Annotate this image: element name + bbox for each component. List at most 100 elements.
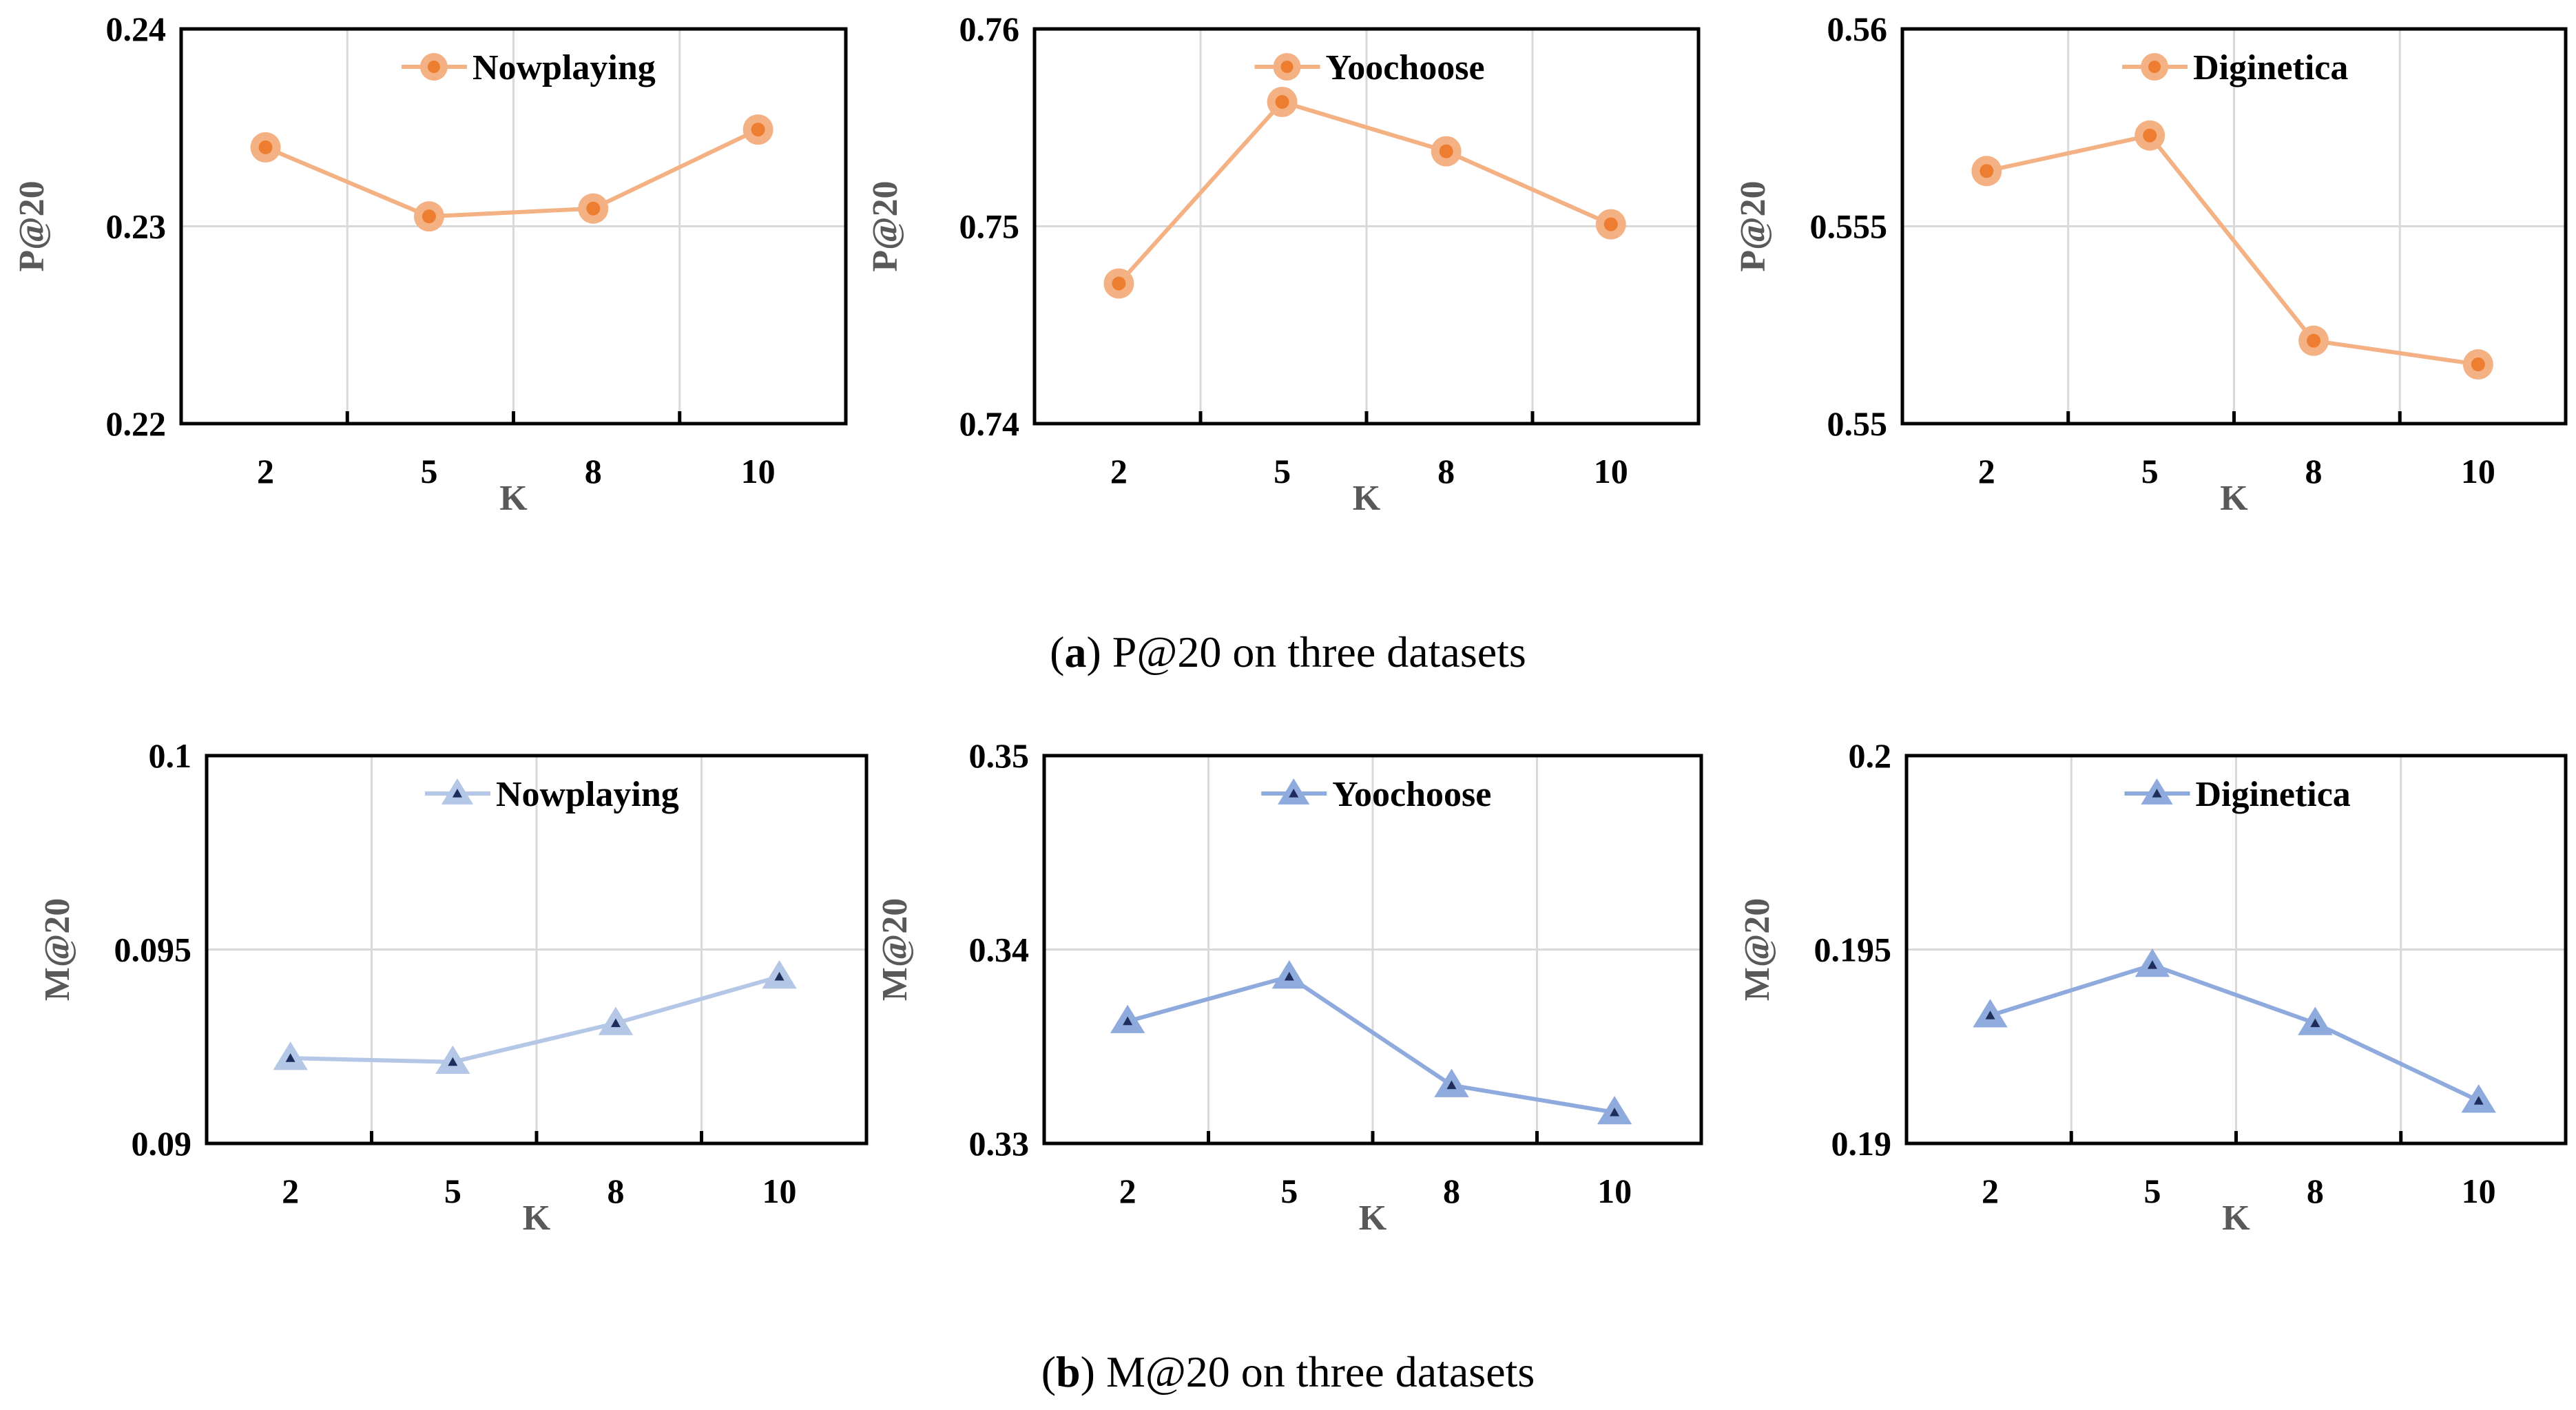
chart-a-diginetica: 0.55 0.555 0.56 2 5 8 10 K P@20 Diginetica: [1734, 10, 2568, 518]
y-tick-label: 0.55: [1827, 404, 1888, 443]
data-point-center: [422, 209, 436, 224]
y-axis-title: P@20: [866, 180, 905, 271]
legend: Diginetica: [2122, 48, 2348, 87]
data-point-center: [2473, 1096, 2484, 1105]
x-tick-label: 5: [1280, 1172, 1298, 1210]
data-point-center: [1980, 164, 1994, 178]
x-tick-label: 8: [1437, 452, 1455, 490]
data-point-center: [285, 1053, 295, 1062]
y-tick-label: 0.33: [969, 1124, 1030, 1163]
y-tick-label: 0.76: [959, 10, 1020, 48]
legend-label: Yoochoose: [1332, 775, 1491, 814]
y-axis-title: M@20: [38, 898, 77, 1001]
legend: Nowplaying: [424, 775, 679, 814]
data-point-center: [1439, 144, 1453, 158]
legend-marker-center: [2148, 61, 2161, 73]
data-point-center: [448, 1057, 458, 1066]
x-tick-label: 10: [1594, 452, 1628, 490]
x-tick-label: 2: [1110, 452, 1128, 490]
y-tick-label: 0.19: [1831, 1124, 1892, 1163]
y-tick-label: 0.095: [114, 931, 192, 969]
chart-b-nowplaying: 0.09 0.095 0.1 2 5 8 10 K M@20 Nowplaying: [38, 736, 869, 1238]
x-tick-label: 10: [1597, 1172, 1632, 1210]
x-tick-label: 5: [2141, 452, 2159, 490]
series-line: [1117, 99, 1612, 285]
x-axis-title: K: [499, 479, 528, 518]
x-tick-label: 8: [1443, 1172, 1460, 1210]
x-tick-label: 10: [762, 1172, 797, 1210]
y-tick-label: 0.555: [1810, 207, 1888, 246]
x-tick-label: 2: [257, 452, 274, 490]
data-point-center: [2471, 357, 2485, 372]
x-axis-title: K: [2222, 1199, 2250, 1238]
x-tick-label: 10: [741, 452, 776, 490]
y-tick-label: 0.2: [1849, 736, 1892, 775]
data-point-center: [2147, 960, 2157, 969]
chart-b-diginetica: 0.19 0.195 0.2 2 5 8 10 K M@20 Diginetica: [1738, 736, 2568, 1238]
legend-marker-center: [427, 61, 440, 73]
data-point-center: [1275, 95, 1289, 110]
chart-a-yoochoose: 0.74 0.75 0.76 2 5 8 10 K P@20 Yoochoose: [866, 10, 1701, 518]
caption-a: (a) P@20 on three datasets: [1050, 628, 1526, 676]
series-line: [1986, 133, 2479, 367]
legend-marker-center: [452, 789, 462, 798]
legend: Nowplaying: [401, 48, 656, 87]
caption-a-letter: a: [1064, 628, 1086, 676]
data-point-center: [751, 123, 765, 137]
y-axis-title: P@20: [12, 180, 52, 271]
x-tick-label: 2: [1119, 1172, 1136, 1210]
data-point-center: [1610, 1107, 1620, 1117]
y-axis-title: P@20: [1734, 180, 1773, 271]
y-axis-title: M@20: [1738, 898, 1777, 1001]
x-tick-label: 8: [585, 452, 602, 490]
y-tick-label: 0.74: [959, 404, 1020, 443]
legend-label: Nowplaying: [496, 775, 679, 814]
data-point-center: [1603, 217, 1618, 231]
caption-a-text: P@20 on three datasets: [1112, 628, 1526, 676]
x-axis-title: K: [1359, 1199, 1387, 1238]
x-tick-label: 8: [2307, 1172, 2324, 1210]
data-point-center: [2310, 1018, 2320, 1028]
x-tick-label: 2: [1982, 1172, 1999, 1210]
y-tick-label: 0.195: [1814, 931, 1892, 969]
series-line: [1127, 974, 1615, 1114]
data-point-center: [258, 140, 273, 154]
series-line: [290, 975, 780, 1064]
x-tick-label: 10: [2461, 452, 2495, 490]
y-tick-label: 0.22: [106, 404, 167, 443]
data-point-center: [2143, 128, 2157, 143]
y-tick-label: 0.09: [132, 1124, 192, 1163]
x-tick-label: 2: [1978, 452, 1995, 490]
charts-layer: 0.220.230.242 5 8 10KP@20Nowplaying0.740.75…: [12, 10, 2568, 1238]
x-tick-label: 10: [2462, 1172, 2496, 1210]
caption-b-text: M@20 on three datasets: [1106, 1347, 1535, 1396]
data-point-center: [1112, 276, 1126, 291]
data-point-center: [586, 201, 601, 216]
data-point-center: [774, 971, 785, 981]
data-point-center: [1446, 1080, 1457, 1090]
x-tick-label: 2: [282, 1172, 299, 1210]
y-axis-title: M@20: [875, 898, 915, 1001]
x-axis-title: K: [523, 1199, 551, 1238]
caption-b-letter: b: [1056, 1347, 1081, 1396]
x-tick-label: 5: [1274, 452, 1291, 490]
legend-marker-center: [1289, 789, 1299, 798]
legend-marker-center: [2152, 789, 2162, 798]
x-tick-label: 5: [420, 452, 437, 490]
data-point-center: [610, 1018, 621, 1028]
y-tick-label: 0.34: [969, 931, 1030, 969]
x-tick-label: 5: [444, 1172, 461, 1210]
data-point-center: [1123, 1016, 1133, 1026]
legend-label: Yoochoose: [1326, 48, 1485, 87]
data-point-center: [1985, 1010, 1995, 1019]
y-tick-label: 0.75: [959, 207, 1020, 246]
legend: Diginetica: [2124, 775, 2351, 814]
x-tick-label: 8: [2305, 452, 2323, 490]
legend-label: Diginetica: [2196, 775, 2351, 814]
chart-b-yoochoose: 0.33 0.34 0.35 2 5 8 10 K M@20 Yoochoose: [875, 736, 1703, 1238]
y-tick-label: 0.35: [969, 736, 1030, 775]
series-line: [1989, 962, 2480, 1103]
legend-marker-center: [1280, 61, 1294, 73]
y-tick-label: 0.23: [106, 207, 167, 246]
y-tick-label: 0.56: [1827, 10, 1888, 48]
